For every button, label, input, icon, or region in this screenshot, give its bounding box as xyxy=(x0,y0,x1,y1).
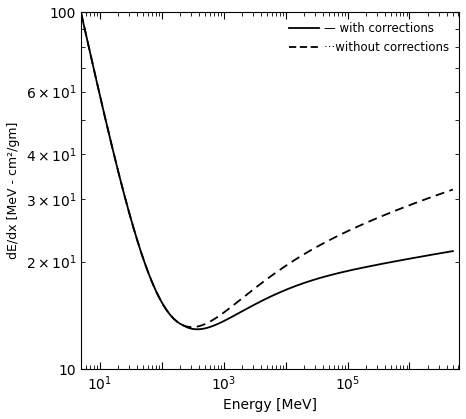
X-axis label: Energy [MeV]: Energy [MeV] xyxy=(223,398,317,412)
···without corrections xyxy=(304,250,310,255)
···without corrections xyxy=(189,325,195,330)
— with corrections xyxy=(361,265,366,270)
Legend: — with corrections, ···without corrections: — with corrections, ···without correctio… xyxy=(286,18,453,57)
Line: ···without corrections: ···without corrections xyxy=(81,13,453,327)
— with corrections xyxy=(304,279,310,285)
— with corrections xyxy=(315,276,321,281)
Y-axis label: dE/dx [MeV - cm²/gm]: dE/dx [MeV - cm²/gm] xyxy=(7,122,20,259)
— with corrections xyxy=(101,110,107,115)
— with corrections xyxy=(399,258,404,263)
···without corrections xyxy=(399,206,404,211)
···without corrections xyxy=(361,221,366,226)
···without corrections xyxy=(315,243,321,248)
— with corrections xyxy=(195,327,200,332)
···without corrections xyxy=(295,256,300,261)
— with corrections xyxy=(78,10,84,16)
···without corrections xyxy=(78,10,84,16)
···without corrections xyxy=(450,187,456,192)
Line: — with corrections: — with corrections xyxy=(81,13,453,329)
···without corrections xyxy=(101,110,107,115)
— with corrections xyxy=(450,248,456,253)
— with corrections xyxy=(295,283,300,288)
